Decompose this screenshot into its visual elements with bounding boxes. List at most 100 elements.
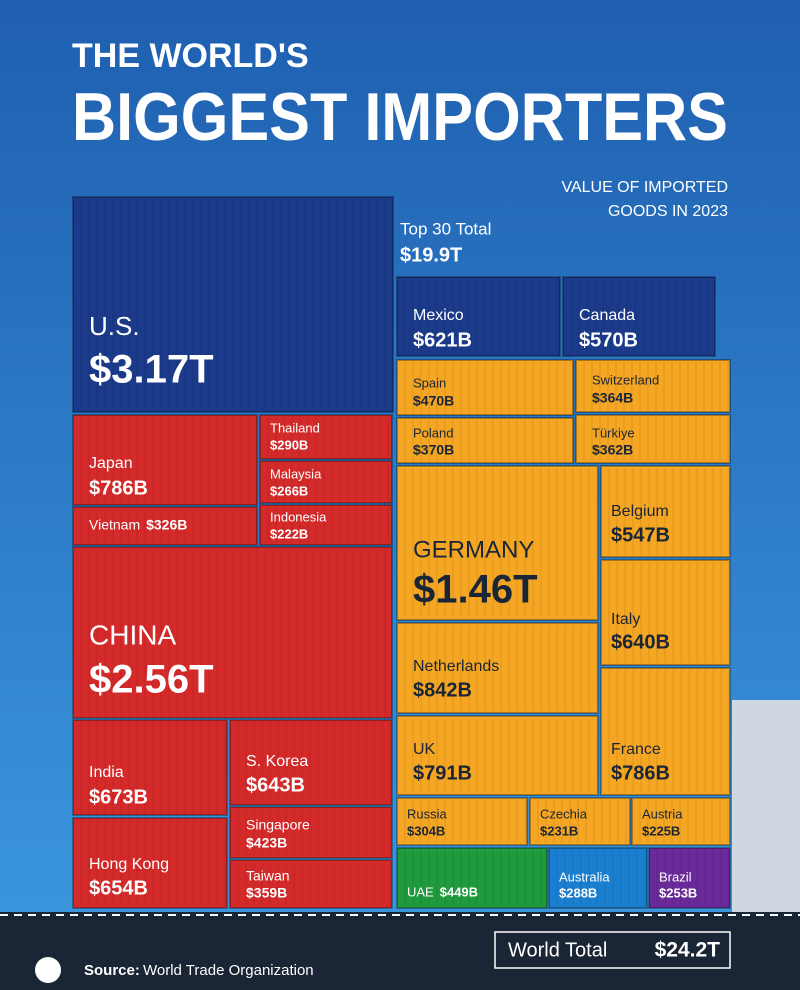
country-name: CHINA <box>89 619 176 650</box>
value-label: $370B <box>413 442 454 458</box>
tile <box>575 414 731 464</box>
country-name: India <box>89 764 124 781</box>
tile <box>396 359 574 416</box>
country-name: Malaysia <box>270 466 322 481</box>
tile <box>229 859 393 909</box>
value-label: $290B <box>270 437 308 452</box>
value-label: $570B <box>579 329 638 351</box>
value-label: $253B <box>659 885 697 900</box>
title-line1: THE WORLD'S <box>72 37 309 75</box>
country-name: Singapore <box>246 817 310 833</box>
tile <box>600 559 731 666</box>
country-name: Japan <box>89 455 133 472</box>
country-name: U.S. <box>89 311 140 341</box>
value-label: $643B <box>246 774 305 796</box>
tile <box>396 465 599 621</box>
value-label: $359B <box>246 885 287 901</box>
country-name: Netherlands <box>413 658 499 675</box>
tile <box>396 417 574 464</box>
value-label: $362B <box>592 442 633 458</box>
country-name: GERMANY <box>413 536 534 563</box>
value-label: $1.46T <box>413 568 538 612</box>
country-name: S. Korea <box>246 753 308 770</box>
value-label: $786B <box>611 762 670 784</box>
value-label: $470B <box>413 393 454 409</box>
value-label: $547B <box>611 524 670 546</box>
value-label: $621B <box>413 329 472 351</box>
source: World Trade Organization <box>143 962 314 979</box>
value-label: $3.17T <box>89 348 214 392</box>
country-name: Hong Kong <box>89 856 169 873</box>
value-label: $304B <box>407 823 445 838</box>
country-name: Belgium <box>611 503 669 520</box>
country-name: Mexico <box>413 307 464 324</box>
world-total: $24.2T <box>655 939 721 962</box>
tile <box>259 504 393 546</box>
value-label: $266B <box>270 483 308 498</box>
value-label: $2.56T <box>89 658 214 702</box>
value-label: $786B <box>89 477 148 499</box>
country-name: UAE <box>407 884 434 899</box>
country-name: Russia <box>407 806 448 821</box>
tile <box>72 506 258 546</box>
top-total: $19.9T <box>400 244 462 266</box>
value-label: $288B <box>559 885 597 900</box>
value-label: $225B <box>642 823 680 838</box>
country-name: Canada <box>579 307 635 324</box>
value-label: $423B <box>246 835 287 851</box>
world-total-box <box>494 931 731 969</box>
value-label: $231B <box>540 823 578 838</box>
value-label: $222B <box>270 526 308 541</box>
country-name: Switzerland <box>592 372 659 387</box>
value-label: $673B <box>89 786 148 808</box>
country-name: Vietnam <box>89 517 140 533</box>
logo <box>35 957 61 983</box>
tile <box>259 414 393 460</box>
tile <box>600 667 731 796</box>
tile <box>72 196 394 413</box>
ship <box>732 700 800 912</box>
source-label: Source: <box>84 962 140 979</box>
country-name: Poland <box>413 425 453 440</box>
tile <box>631 797 731 846</box>
value-label: $791B <box>413 762 472 784</box>
country-name: Brazil <box>659 869 692 884</box>
tile <box>396 622 599 714</box>
tile <box>548 847 648 909</box>
tile <box>562 276 716 357</box>
tile <box>72 414 258 506</box>
country-name: Thailand <box>270 420 320 435</box>
country-name: Türkiye <box>592 425 635 440</box>
top-total-label: Top 30 Total <box>400 219 491 238</box>
country-name: Australia <box>559 869 610 884</box>
title-line2: BIGGEST IMPORTERS <box>72 79 728 155</box>
country-name: Spain <box>413 375 446 390</box>
tile <box>396 276 561 357</box>
value-label: $842B <box>413 679 472 701</box>
country-name: Austria <box>642 806 683 821</box>
country-name: UK <box>413 741 436 758</box>
tile <box>396 847 548 909</box>
tile <box>72 817 228 909</box>
tile <box>396 797 528 846</box>
value-label: $326B <box>146 517 187 533</box>
country-name: Italy <box>611 611 640 628</box>
tile <box>575 359 731 413</box>
tile <box>229 719 393 806</box>
tile <box>648 847 731 909</box>
tile <box>72 546 393 719</box>
tile <box>259 460 393 504</box>
country-name: Czechia <box>540 806 588 821</box>
subtitle: VALUE OF IMPORTED <box>561 179 728 196</box>
country-name: Taiwan <box>246 868 290 884</box>
world-total-label: World Total <box>508 939 607 961</box>
value-label: $364B <box>592 390 633 406</box>
tile <box>396 715 599 796</box>
country-name: Indonesia <box>270 509 327 524</box>
value-label: $640B <box>611 631 670 653</box>
value-label: $449B <box>440 884 478 899</box>
tile <box>600 465 731 558</box>
tile <box>229 806 393 859</box>
